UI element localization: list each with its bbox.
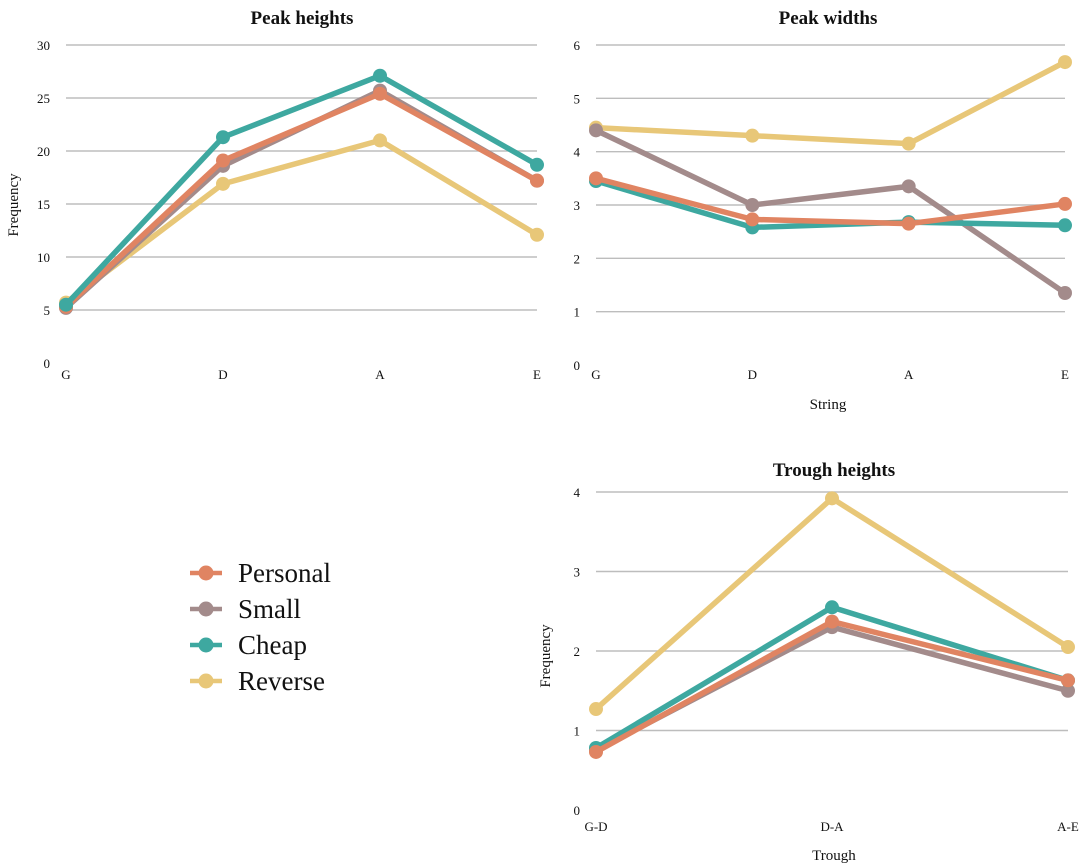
data-point-reverse[interactable]: [589, 702, 603, 717]
x-tick-label: E: [533, 367, 541, 382]
data-point-personal[interactable]: [373, 86, 387, 101]
plot-area: 0 1 2 3 4 5 6 G D A E: [574, 38, 1072, 382]
x-tick-label: E: [1061, 367, 1069, 382]
series-line-reverse: [63, 137, 540, 306]
data-point-cheap[interactable]: [216, 130, 230, 145]
y-tick-label: 3: [574, 198, 581, 213]
data-point-cheap[interactable]: [825, 600, 839, 615]
data-point-personal[interactable]: [1058, 196, 1072, 211]
y-tick-label: 2: [574, 251, 581, 266]
data-point-reverse[interactable]: [216, 176, 230, 191]
legend-swatch-marker: [198, 673, 214, 689]
y-tick-label: 3: [574, 565, 581, 580]
y-tick-label: 25: [37, 91, 50, 106]
x-axis-label: String: [810, 397, 847, 413]
y-tick-label: 1: [574, 305, 581, 320]
legend-label: Cheap: [238, 630, 307, 660]
series-line-cheap: [63, 72, 540, 308]
legend: Personal Small Cheap Reverse: [190, 558, 331, 696]
data-point-reverse[interactable]: [745, 128, 760, 143]
y-tick-label: 5: [574, 91, 581, 106]
chart-peak-widths: Peak widths String 0 1 2 3 4 5 6 G D A E: [574, 8, 1072, 413]
x-tick-label: A: [904, 367, 914, 382]
data-point-small[interactable]: [589, 123, 603, 138]
x-tick-label: A-E: [1057, 819, 1079, 834]
data-point-cheap[interactable]: [530, 157, 544, 172]
y-tick-label: 0: [574, 803, 581, 818]
data-point-personal[interactable]: [589, 171, 603, 186]
data-point-reverse[interactable]: [1061, 640, 1075, 655]
data-point-personal[interactable]: [589, 744, 603, 759]
chart-title: Trough heights: [773, 460, 895, 481]
y-axis-label: Frequency: [538, 624, 554, 688]
legend-swatch-marker: [198, 601, 214, 617]
x-tick-label: A: [375, 367, 385, 382]
y-tick-label: 30: [37, 38, 50, 53]
chart-trough-heights: Trough heights Frequency Trough 0 1 2 3 4 G-D…: [538, 460, 1079, 864]
plot-area: 0 5 10 15 20 25 30 G D A E: [37, 38, 544, 382]
x-tick-label: D-A: [820, 819, 844, 834]
data-point-personal[interactable]: [216, 153, 230, 168]
plot-area: 0 1 2 3 4 G-D D-A A-E: [574, 485, 1079, 834]
legend-item-personal[interactable]: Personal: [190, 558, 331, 588]
y-tick-label: 0: [44, 356, 51, 371]
data-point-personal[interactable]: [825, 614, 839, 629]
y-tick-label: 20: [37, 144, 50, 159]
y-tick-label: 15: [37, 197, 50, 212]
data-point-personal[interactable]: [745, 212, 760, 227]
legend-swatch-marker: [198, 637, 214, 653]
data-point-cheap[interactable]: [373, 68, 387, 83]
data-point-cheap[interactable]: [1058, 218, 1072, 233]
legend-label: Small: [238, 594, 301, 624]
legend-swatch-marker: [198, 565, 214, 581]
legend-item-reverse[interactable]: Reverse: [190, 666, 325, 696]
data-point-small[interactable]: [1061, 683, 1075, 698]
legend-item-cheap[interactable]: Cheap: [190, 630, 307, 660]
data-point-small[interactable]: [901, 179, 916, 194]
series-line-small: [593, 127, 1068, 296]
legend-item-small[interactable]: Small: [190, 594, 301, 624]
y-tick-label: 4: [574, 485, 581, 500]
data-point-cheap[interactable]: [59, 297, 73, 312]
legend-label: Personal: [238, 558, 331, 588]
chart-title: Peak widths: [779, 8, 878, 29]
series-line-cheap: [593, 178, 1068, 231]
x-tick-label: G: [61, 367, 70, 382]
legend-label: Reverse: [238, 666, 325, 696]
y-tick-label: 10: [37, 250, 50, 265]
chart-peak-heights: Peak heights Frequency 0 5 10 15 20 25 30 G D A E: [6, 8, 544, 382]
y-axis-label: Frequency: [6, 173, 22, 237]
series-line-personal: [593, 618, 1071, 755]
y-tick-label: 6: [574, 38, 581, 53]
data-point-reverse[interactable]: [1058, 55, 1072, 70]
series-line-reverse: [593, 59, 1068, 147]
data-point-reverse[interactable]: [901, 136, 916, 151]
x-axis-label: Trough: [812, 848, 856, 864]
data-point-reverse[interactable]: [825, 491, 839, 506]
data-point-personal[interactable]: [901, 216, 916, 231]
y-tick-label: 1: [574, 724, 581, 739]
data-point-reverse[interactable]: [530, 227, 544, 242]
data-point-personal[interactable]: [1061, 673, 1075, 688]
y-tick-label: 4: [574, 145, 581, 160]
y-tick-label: 0: [574, 358, 581, 373]
series-line-personal: [593, 175, 1068, 227]
data-point-small[interactable]: [1058, 286, 1072, 300]
data-point-reverse[interactable]: [373, 133, 387, 148]
y-tick-label: 2: [574, 644, 581, 659]
y-tick-label: 5: [44, 303, 51, 318]
x-tick-label: D: [748, 367, 757, 382]
data-point-small[interactable]: [745, 198, 760, 212]
data-point-personal[interactable]: [530, 173, 544, 188]
chart-title: Peak heights: [251, 8, 354, 29]
x-tick-label: G-D: [584, 819, 607, 834]
series-line-personal: [63, 91, 540, 310]
x-tick-label: G: [591, 367, 600, 382]
x-tick-label: D: [218, 367, 227, 382]
